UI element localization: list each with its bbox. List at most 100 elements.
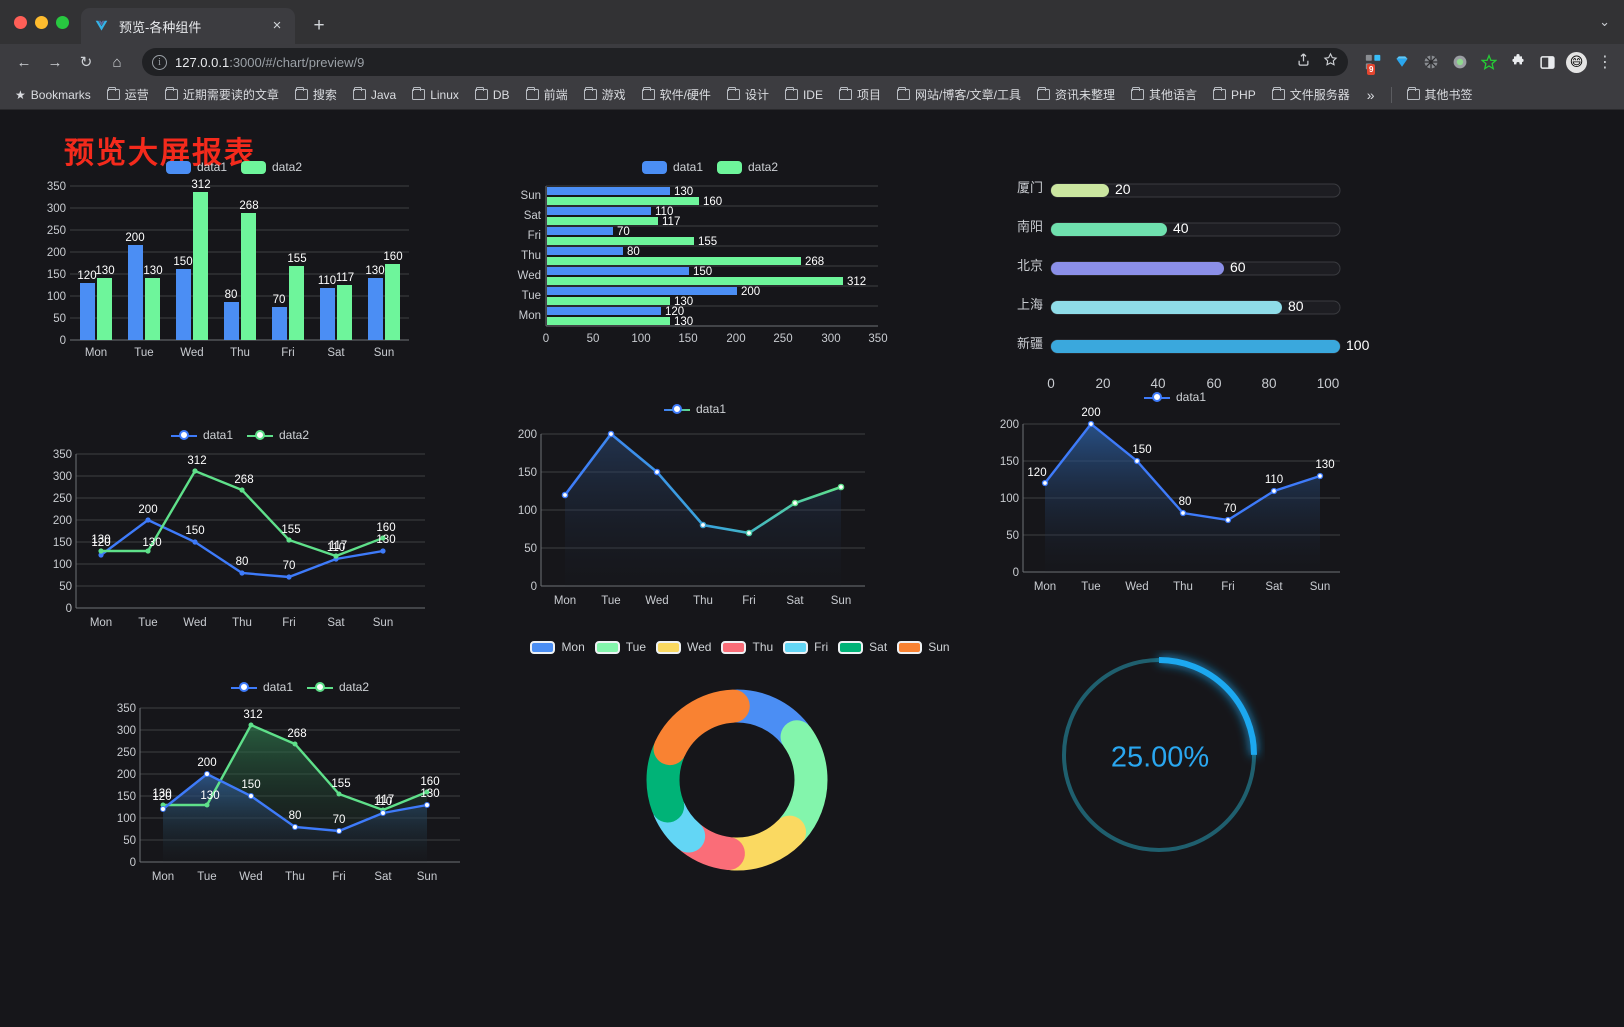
bookmark-folder[interactable]: 文件服务器 <box>1265 83 1357 106</box>
bookmark-folder[interactable]: 前端 <box>519 83 575 106</box>
wheel-icon[interactable] <box>1421 52 1441 72</box>
svg-text:Sat: Sat <box>327 347 345 359</box>
legend-swatch-icon <box>530 640 556 654</box>
sidepanel-icon[interactable] <box>1537 52 1557 72</box>
url-path: :3000/#/chart/preview/9 <box>229 54 365 70</box>
legend-item-data2[interactable]: data2 <box>307 680 369 694</box>
gauge-progress-arc <box>1061 657 1257 853</box>
legend-item-data1[interactable]: data1 <box>663 402 726 416</box>
legend-item-data1[interactable]: data1 <box>641 160 703 174</box>
bookmark-folder[interactable]: 设计 <box>720 83 776 106</box>
series-points-data2 <box>98 468 386 559</box>
svg-text:250: 250 <box>773 333 792 345</box>
svg-text:130: 130 <box>674 186 693 198</box>
folder-icon <box>352 87 366 100</box>
bookmark-folder[interactable]: 项目 <box>832 83 888 106</box>
bookmark-folder[interactable]: 搜索 <box>288 83 344 106</box>
maximize-window-button[interactable] <box>56 15 69 29</box>
close-window-button[interactable] <box>14 15 27 29</box>
svg-text:80: 80 <box>1261 376 1276 391</box>
legend-item-wed[interactable]: Wed <box>656 640 711 654</box>
svg-text:268: 268 <box>234 474 253 486</box>
home-icon[interactable]: ⌂ <box>112 53 122 71</box>
svg-text:155: 155 <box>331 778 350 790</box>
bookmark-folder[interactable]: IDE <box>778 85 830 105</box>
svg-text:Mon: Mon <box>90 617 112 629</box>
progress-row-xinjiang[interactable]: 新疆 100 <box>1017 336 1370 354</box>
slice-thu[interactable] <box>646 689 828 871</box>
bars[interactable] <box>80 192 400 340</box>
bookmark-folder[interactable]: Java <box>346 85 403 105</box>
legend-swatch-icon <box>165 160 191 174</box>
progress-row-nanyang[interactable]: 南阳 40 <box>1017 219 1341 237</box>
svg-text:80: 80 <box>289 810 302 822</box>
y-axis-ticks: 350 300 250 200 150 100 50 0 <box>117 703 136 869</box>
other-bookmarks-folder[interactable]: 其他书签 <box>1400 83 1480 106</box>
bookmark-folder[interactable]: 软件/硬件 <box>635 83 718 106</box>
star-outline-green-icon[interactable] <box>1479 52 1499 72</box>
legend-item-fri[interactable]: Fri <box>783 640 828 654</box>
svg-text:Fri: Fri <box>282 617 295 629</box>
circle-icon[interactable] <box>1450 52 1470 72</box>
reload-icon[interactable]: ↻ <box>79 54 93 71</box>
legend-item-data1[interactable]: data1 <box>170 428 233 442</box>
legend-item-mon[interactable]: Mon <box>530 640 585 654</box>
avatar[interactable]: 😄 <box>1566 51 1587 73</box>
progress-row-shanghai[interactable]: 上海 80 <box>1017 297 1341 315</box>
bars[interactable] <box>547 187 843 325</box>
share-icon[interactable] <box>1296 52 1311 72</box>
info-icon[interactable]: i <box>152 54 167 70</box>
svg-text:Mon: Mon <box>152 871 174 883</box>
svg-text:Wed: Wed <box>183 617 206 629</box>
legend-item-sun[interactable]: Sun <box>897 640 950 654</box>
bookmarks-label[interactable]: ★ Bookmarks <box>8 85 98 105</box>
legend-line-icon <box>307 681 333 694</box>
slice-tue[interactable] <box>646 689 828 871</box>
line-chart-canvas: 350 300 250 200 150 100 50 0 <box>53 449 425 629</box>
bookmark-folder[interactable]: 近期需要读的文章 <box>158 83 286 106</box>
svg-text:70: 70 <box>1224 503 1237 515</box>
forward-arrow-icon[interactable]: → <box>47 53 63 71</box>
svg-text:150: 150 <box>53 537 72 549</box>
tab-list-chevron-down-icon[interactable]: ⌄ <box>1599 14 1610 29</box>
svg-text:100: 100 <box>1346 337 1370 353</box>
new-tab-button[interactable]: + <box>313 15 325 36</box>
kebab-menu-icon[interactable]: ⋮ <box>1597 54 1613 71</box>
legend-item-data2[interactable]: data2 <box>717 160 778 174</box>
donut-slices[interactable] <box>646 689 828 871</box>
legend-item-data2[interactable]: data2 <box>247 428 309 442</box>
bookmark-folder[interactable]: Linux <box>405 85 466 105</box>
bookmark-folder[interactable]: 其他语言 <box>1124 83 1204 106</box>
bookmark-folder[interactable]: 运营 <box>100 83 156 106</box>
minimize-window-button[interactable] <box>35 15 48 29</box>
diamond-icon[interactable] <box>1392 52 1412 72</box>
progress-row-xiamen[interactable]: 厦门 20 <box>1017 180 1341 198</box>
puzzle-icon[interactable] <box>1508 52 1528 72</box>
browser-tab[interactable]: 预览-各种组件 × <box>81 8 295 44</box>
legend-item-data1[interactable]: data1 <box>165 160 227 174</box>
svg-text:60: 60 <box>1230 259 1246 275</box>
address-bar[interactable]: i 127.0.0.1:3000/#/chart/preview/9 <box>142 48 1348 76</box>
star-outline-icon[interactable] <box>1323 52 1338 72</box>
legend-item-tue[interactable]: Tue <box>594 640 646 654</box>
bookmark-folder[interactable]: 资讯未整理 <box>1030 83 1122 106</box>
back-arrow-icon[interactable]: ← <box>16 53 32 71</box>
bookmark-folder[interactable]: 网站/博客/文章/工具 <box>890 83 1028 106</box>
legend-item-data2[interactable]: data2 <box>241 160 302 174</box>
tab-close-icon[interactable]: × <box>272 17 282 34</box>
slice-sat[interactable] <box>646 689 828 871</box>
bookmark-folder[interactable]: 游戏 <box>577 83 633 106</box>
legend-line-icon <box>1143 391 1170 404</box>
slice-sun[interactable] <box>646 689 828 871</box>
legend-item-data1[interactable]: data1 <box>230 680 293 694</box>
progress-row-beijing[interactable]: 北京 60 <box>1017 258 1341 276</box>
legend-item-data1[interactable]: data1 <box>1143 390 1206 404</box>
bookmarks-overflow-button[interactable]: » <box>1366 86 1375 103</box>
legend-item-sat[interactable]: Sat <box>838 640 887 654</box>
svg-text:Sun: Sun <box>373 617 393 629</box>
legend-item-thu[interactable]: Thu <box>721 640 773 654</box>
svg-text:Fri: Fri <box>1221 581 1234 593</box>
bookmark-folder[interactable]: PHP <box>1206 85 1263 105</box>
bookmark-folder[interactable]: DB <box>468 85 517 105</box>
extensions-grid-icon[interactable]: 9 <box>1363 52 1383 75</box>
